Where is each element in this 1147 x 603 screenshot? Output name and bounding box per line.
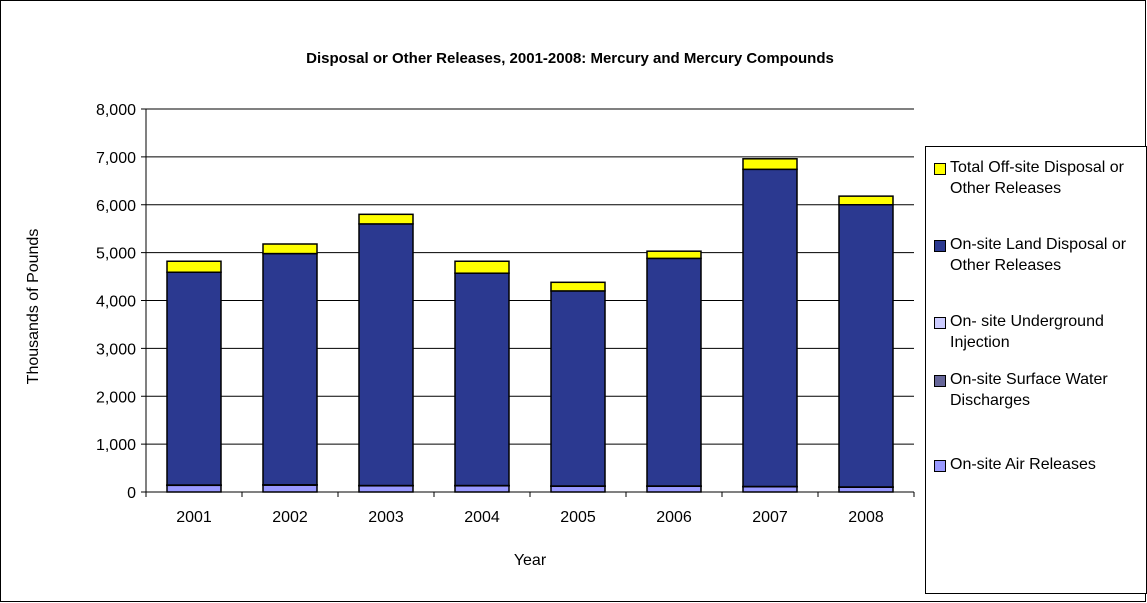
legend-item: On-site Surface Water Discharges xyxy=(934,369,1147,411)
x-tick-label: 2005 xyxy=(560,509,596,526)
bar-segment xyxy=(550,290,606,487)
legend-swatch xyxy=(934,460,946,472)
x-tick-label: 2008 xyxy=(848,509,884,526)
y-axis-title: Thousands of Pounds xyxy=(25,229,42,385)
legend-label: On- site Underground Injection xyxy=(950,313,1104,351)
legend-item: On-site Land Disposal or Other Releases xyxy=(934,234,1147,276)
y-tick-label: 7,000 xyxy=(96,150,136,167)
bar-segment xyxy=(166,484,222,493)
bar-segment xyxy=(166,271,222,486)
y-tick-label: 0 xyxy=(127,485,136,502)
y-tick-label: 5,000 xyxy=(96,246,136,263)
bar-segment xyxy=(262,484,318,493)
bar-segment xyxy=(358,213,414,225)
chart-title: Disposal or Other Releases, 2001-2008: M… xyxy=(306,50,834,67)
y-tick-label: 8,000 xyxy=(96,102,136,119)
bar-segment xyxy=(646,485,702,493)
y-tick-label: 3,000 xyxy=(96,341,136,358)
legend-label: On-site Surface Water Discharges xyxy=(950,371,1108,409)
bar-segment xyxy=(742,485,798,493)
bar-segment xyxy=(358,223,414,487)
bar-segment xyxy=(454,485,510,493)
bar-segment xyxy=(454,272,510,487)
legend-swatch xyxy=(934,375,946,387)
x-tick-label: 2002 xyxy=(272,509,308,526)
legend-label: On-site Air Releases xyxy=(950,456,1096,473)
bar-segment xyxy=(646,257,702,487)
bar-segment xyxy=(454,260,510,274)
bar-segment xyxy=(838,195,894,206)
bar-segment xyxy=(646,250,702,260)
bar-segment xyxy=(742,158,798,171)
legend-item: On-site Air Releases xyxy=(934,454,1147,475)
legend-swatch xyxy=(934,317,946,329)
legend-swatch xyxy=(934,163,946,175)
legend: Total Off-site Disposal or Other Release… xyxy=(925,146,1147,594)
legend-label: Total Off-site Disposal or Other Release… xyxy=(950,159,1124,197)
legend-item: Total Off-site Disposal or Other Release… xyxy=(934,157,1147,199)
legend-item: On- site Underground Injection xyxy=(934,311,1147,353)
x-axis-title: Year xyxy=(514,552,547,569)
bar-segment xyxy=(262,243,318,255)
bar-segment xyxy=(838,204,894,488)
x-tick-label: 2006 xyxy=(656,509,692,526)
bar-segment xyxy=(358,485,414,493)
bar-segment xyxy=(742,168,798,488)
bar-segment xyxy=(166,260,222,274)
x-tick-label: 2007 xyxy=(752,509,788,526)
bar-segment xyxy=(262,252,318,486)
plot-area: 0 1,000 2,000 3,000 4,000 5,000 6,000 7,000 8,00… xyxy=(96,102,915,526)
x-tick-label: 2004 xyxy=(464,509,500,526)
y-tick-label: 4,000 xyxy=(96,294,136,311)
y-tick-label: 6,000 xyxy=(96,198,136,215)
bar-segment xyxy=(550,281,606,292)
legend-label: On-site Land Disposal or Other Releases xyxy=(950,236,1127,274)
legend-swatch xyxy=(934,240,946,252)
y-tick-label: 2,000 xyxy=(96,389,136,406)
x-tick-label: 2001 xyxy=(176,509,212,526)
x-tick-label: 2003 xyxy=(368,509,404,526)
bar-segment xyxy=(550,485,606,493)
y-tick-label: 1,000 xyxy=(96,437,136,454)
